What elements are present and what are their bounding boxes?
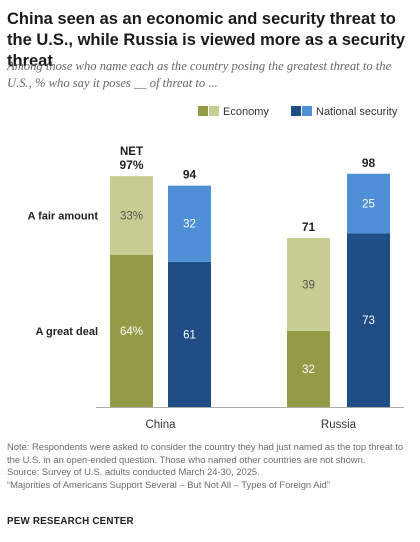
total-label: 71 [302,220,316,234]
bar-segment [287,238,330,331]
report-title: “Majorities of Americans Support Several… [7,478,330,490]
row-label: A fair amount [28,210,99,222]
legend-label: National security [316,106,398,118]
bar-segment [347,173,390,234]
legend-swatch-dark [291,106,301,116]
pew-logo-text: PEW RESEARCH CENTER [7,516,134,527]
data-label: 73 [362,315,375,327]
data-label: 61 [183,329,196,341]
legend-swatch-light [209,106,219,116]
bar-segment [110,254,153,407]
bar-segment [110,176,153,255]
bar-segment [347,233,390,407]
total-label: 98 [362,156,376,170]
data-label: 64% [120,326,143,338]
data-label: 33% [120,210,143,222]
data-label: 39 [302,279,315,291]
bar-segment [168,185,211,262]
stacked-bar-chart: Economy National security 64% 33% 97% 61 32 94 3… [28,106,404,431]
net-label: NET [120,146,143,158]
data-label: 32 [183,219,196,231]
total-label: 97% [119,158,143,172]
data-label: 32 [302,364,315,376]
data-label: 25 [362,199,375,211]
chart-notes: Note: Respondents were asked to consider… [7,441,415,491]
chart-subtitle: Among those who name each as the country… [7,59,392,90]
category-label: Russia [321,419,357,431]
chart-title: China seen as an economic and security t… [7,10,405,70]
category-label: China [145,419,176,431]
total-label: 94 [183,168,197,182]
legend-swatch-dark [198,106,208,116]
bar-segment [287,330,330,407]
legend-label: Economy [223,106,269,118]
note-text: Note: Respondents were asked to consider… [7,441,404,465]
row-label: A great deal [35,326,98,338]
legend-swatch-light [302,106,312,116]
source-text: Source: Survey of U.S. adults conducted … [7,466,260,478]
bar-segment [168,261,211,407]
